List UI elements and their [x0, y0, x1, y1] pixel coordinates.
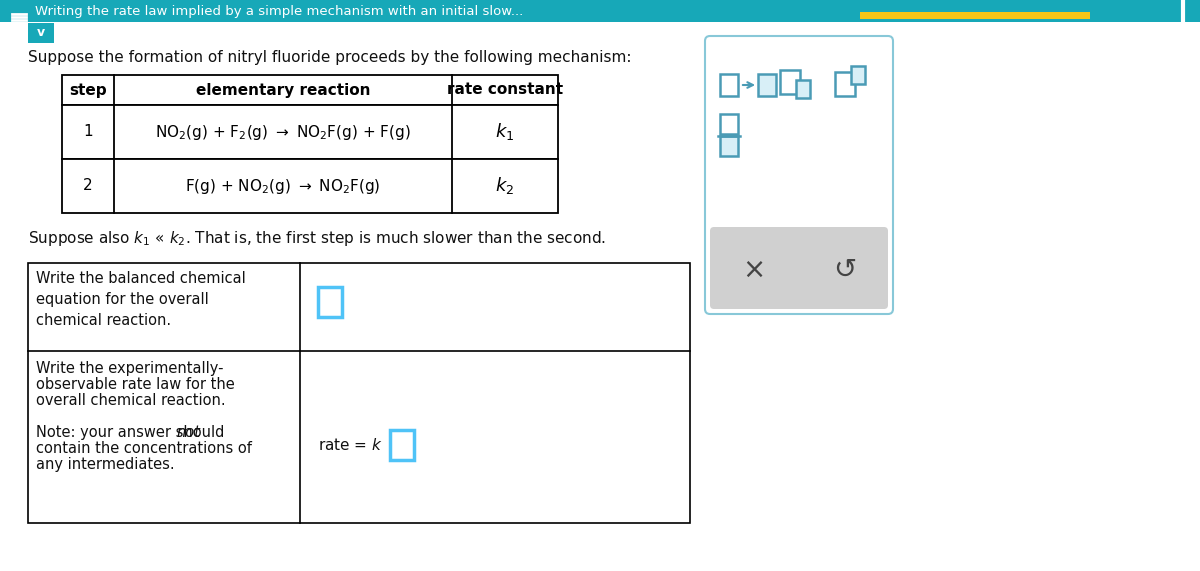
Text: Write the balanced chemical
equation for the overall
chemical reaction.: Write the balanced chemical equation for… — [36, 271, 246, 328]
Bar — [62, 159, 558, 213]
Text: not: not — [176, 425, 200, 440]
Text: rate constant: rate constant — [446, 82, 563, 98]
Bar — [758, 74, 776, 96]
Bar — [62, 75, 558, 105]
Text: elementary reaction: elementary reaction — [196, 82, 371, 98]
Text: 1: 1 — [83, 124, 92, 139]
Text: overall chemical reaction.: overall chemical reaction. — [36, 393, 226, 408]
FancyBboxPatch shape — [710, 227, 888, 309]
Text: contain the concentrations of: contain the concentrations of — [36, 441, 252, 456]
Text: observable rate law for the: observable rate law for the — [36, 377, 235, 392]
Text: rate = $k$: rate = $k$ — [318, 437, 383, 453]
Text: $k_2$: $k_2$ — [496, 175, 515, 196]
Text: Suppose also $k_1$ « $k_2$. That is, the first step is much slower than the seco: Suppose also $k_1$ « $k_2$. That is, the… — [28, 229, 606, 248]
Bar — [720, 114, 738, 134]
Text: Write the experimentally-: Write the experimentally- — [36, 361, 223, 376]
FancyBboxPatch shape — [706, 36, 893, 314]
Bar — [720, 136, 738, 156]
Bar — [720, 74, 738, 96]
Bar — [390, 430, 414, 460]
Text: F(g) + NO$_2$(g) $\rightarrow$ NO$_2$F(g): F(g) + NO$_2$(g) $\rightarrow$ NO$_2$F(g… — [185, 176, 380, 195]
Text: $k_1$: $k_1$ — [496, 122, 515, 143]
Bar — [851, 66, 865, 84]
Text: NO$_2$(g) + F$_2$(g) $\rightarrow$ NO$_2$F(g) + F(g): NO$_2$(g) + F$_2$(g) $\rightarrow$ NO$_2… — [155, 123, 410, 142]
Bar — [835, 72, 854, 96]
Bar — [62, 105, 558, 159]
Text: ↺: ↺ — [833, 256, 857, 284]
Bar — [0, 0, 1200, 22]
Bar — [796, 80, 810, 98]
Text: v: v — [37, 26, 46, 39]
Bar — [28, 263, 690, 523]
Text: Writing the rate law implied by a simple mechanism with an initial slow...: Writing the rate law implied by a simple… — [35, 5, 523, 18]
Text: step: step — [70, 82, 107, 98]
Bar — [28, 23, 54, 43]
Text: any intermediates.: any intermediates. — [36, 457, 175, 472]
Text: Note: your answer should: Note: your answer should — [36, 425, 229, 440]
Bar — [860, 12, 1090, 19]
Text: 2: 2 — [83, 179, 92, 194]
Text: ×: × — [743, 256, 766, 284]
Text: Suppose the formation of nitryl fluoride proceeds by the following mechanism:: Suppose the formation of nitryl fluoride… — [28, 50, 631, 65]
Bar — [780, 70, 800, 94]
Bar — [318, 287, 342, 317]
